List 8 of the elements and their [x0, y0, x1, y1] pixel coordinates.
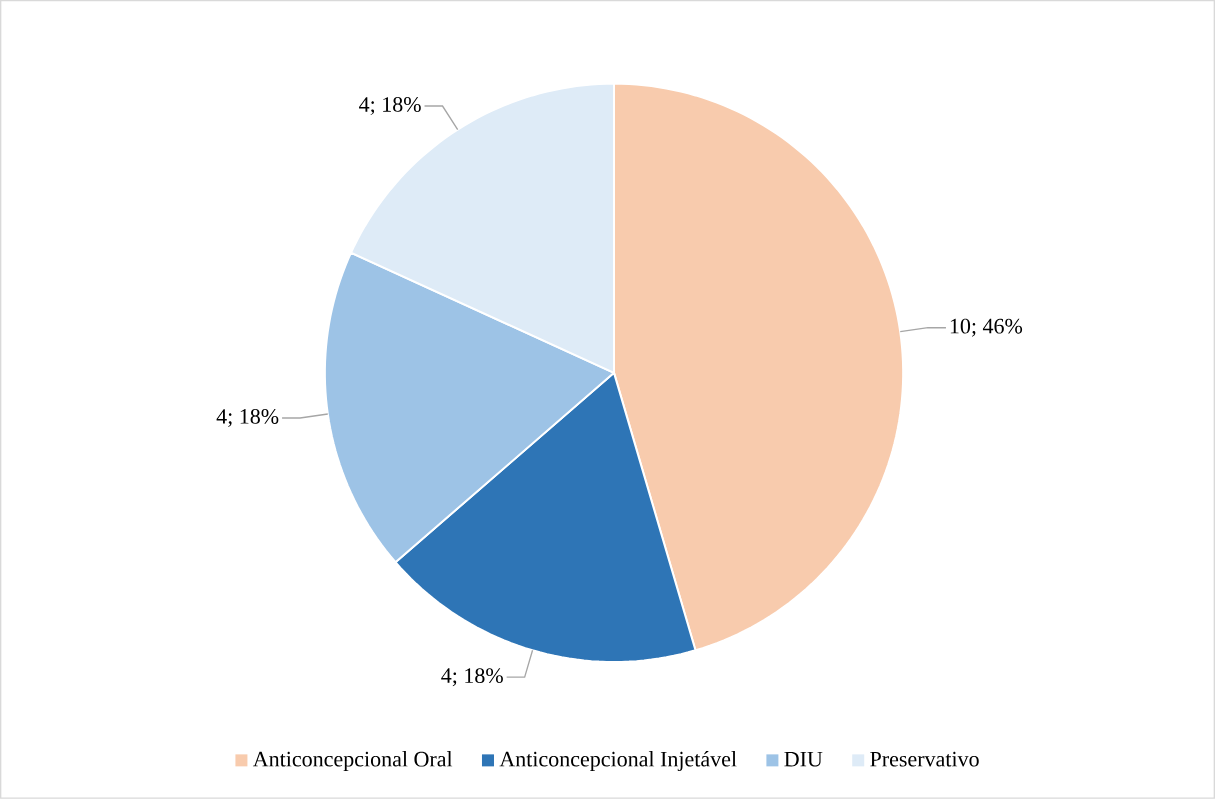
legend-label: DIU [784, 752, 823, 767]
data-label: 10; 46% [950, 318, 1023, 337]
legend-label: Anticoncepcional Oral [252, 751, 453, 772]
legend-label: Anticoncepcional Injetável [499, 751, 737, 772]
data-label: 4; 18% [441, 668, 503, 687]
data-label: 4; 18% [216, 409, 279, 428]
legend-label: Preservativo [870, 751, 979, 767]
data-label: 4; 18% [359, 97, 421, 116]
